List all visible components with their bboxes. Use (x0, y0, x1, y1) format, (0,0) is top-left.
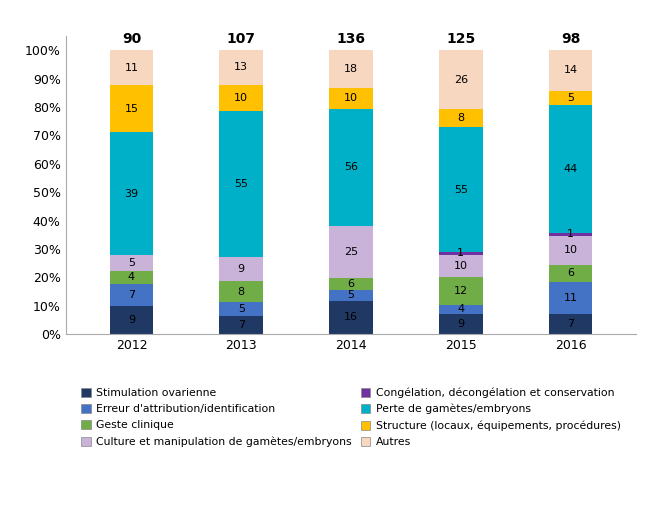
Bar (219, 281, 263, 302)
Bar (548, 235, 592, 265)
Text: 107: 107 (227, 32, 256, 46)
Bar (110, 85, 154, 132)
Text: 26: 26 (454, 75, 468, 85)
Bar (329, 226, 373, 278)
Bar (329, 301, 373, 334)
Bar (219, 316, 263, 334)
Text: 18: 18 (344, 64, 358, 74)
Bar (439, 127, 483, 252)
Bar (219, 85, 263, 111)
Text: 4: 4 (457, 304, 464, 314)
Text: 136: 136 (337, 32, 365, 46)
Bar (110, 284, 154, 306)
Legend: Stimulation ovarienne, Erreur d'attribution/identification, Geste clinique, Cult: Stimulation ovarienne, Erreur d'attribut… (78, 384, 624, 450)
Text: 14: 14 (564, 65, 577, 76)
Text: 8: 8 (457, 113, 464, 123)
Bar (439, 109, 483, 127)
Text: 10: 10 (564, 245, 577, 255)
Bar (110, 50, 154, 85)
Text: 55: 55 (234, 179, 248, 189)
Bar (548, 233, 592, 235)
Text: 5: 5 (237, 304, 245, 314)
Text: 8: 8 (237, 287, 245, 297)
Bar (439, 314, 483, 334)
Text: 16: 16 (344, 313, 358, 322)
Bar (548, 282, 592, 314)
Text: 13: 13 (234, 62, 248, 72)
Bar (219, 50, 263, 85)
Bar (439, 254, 483, 278)
Text: 98: 98 (561, 32, 580, 46)
Text: 4: 4 (128, 272, 135, 282)
Bar (439, 252, 483, 254)
Bar (548, 105, 592, 233)
Bar (110, 271, 154, 284)
Text: 10: 10 (344, 93, 358, 103)
Text: 9: 9 (457, 319, 464, 329)
Text: 11: 11 (564, 293, 577, 303)
Text: 5: 5 (348, 290, 354, 301)
Bar (110, 306, 154, 334)
Text: 9: 9 (128, 315, 135, 325)
Bar (219, 111, 263, 257)
Text: 39: 39 (125, 189, 138, 199)
Text: 6: 6 (348, 279, 354, 289)
Text: 7: 7 (128, 290, 135, 300)
Bar (110, 132, 154, 255)
Text: 7: 7 (237, 320, 245, 330)
Bar (219, 257, 263, 281)
Text: 12: 12 (454, 286, 468, 296)
Text: 5: 5 (128, 258, 135, 268)
Bar (439, 305, 483, 314)
Text: 90: 90 (122, 32, 141, 46)
Bar (548, 314, 592, 334)
Bar (329, 278, 373, 290)
Bar (329, 108, 373, 226)
Bar (548, 265, 592, 282)
Text: 56: 56 (344, 162, 358, 172)
Bar (219, 302, 263, 316)
Text: 10: 10 (454, 261, 468, 271)
Bar (329, 50, 373, 88)
Text: 1: 1 (567, 229, 574, 239)
Text: 15: 15 (125, 103, 138, 114)
Text: 11: 11 (125, 63, 138, 72)
Text: 7: 7 (567, 319, 574, 329)
Text: 1: 1 (457, 248, 464, 259)
Bar (329, 88, 373, 108)
Text: 25: 25 (344, 247, 358, 256)
Text: 44: 44 (564, 164, 577, 174)
Bar (548, 91, 592, 105)
Text: 5: 5 (567, 93, 574, 103)
Text: 10: 10 (234, 93, 248, 103)
Bar (329, 290, 373, 301)
Bar (110, 255, 154, 271)
Bar (439, 278, 483, 305)
Text: 6: 6 (567, 268, 574, 278)
Text: 125: 125 (446, 32, 476, 46)
Text: 9: 9 (237, 264, 245, 274)
Text: 55: 55 (454, 185, 468, 195)
Bar (439, 50, 483, 109)
Bar (548, 50, 592, 91)
